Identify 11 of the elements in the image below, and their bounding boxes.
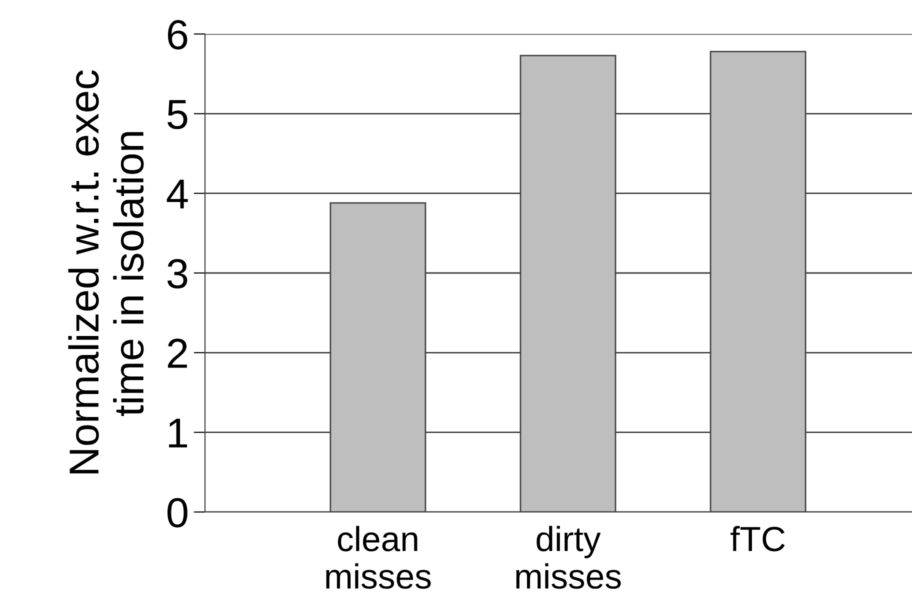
y-tick-label: 5 [168,100,188,130]
y-tick-label: 4 [166,180,188,208]
x-tick-label: fTC [730,526,785,552]
y-tick-label: 0 [167,498,188,528]
y-axis-title: Normalized w.r.t. exec time in isolation [68,70,144,474]
y-tick-label: 1 [169,418,187,448]
y-tick-label: 2 [168,338,187,368]
x-tick-label: clean misses [326,526,431,589]
y-tick-label: 6 [168,20,188,50]
y-tick-label: 3 [167,259,188,289]
x-tick-label: dirty misses [516,526,621,589]
